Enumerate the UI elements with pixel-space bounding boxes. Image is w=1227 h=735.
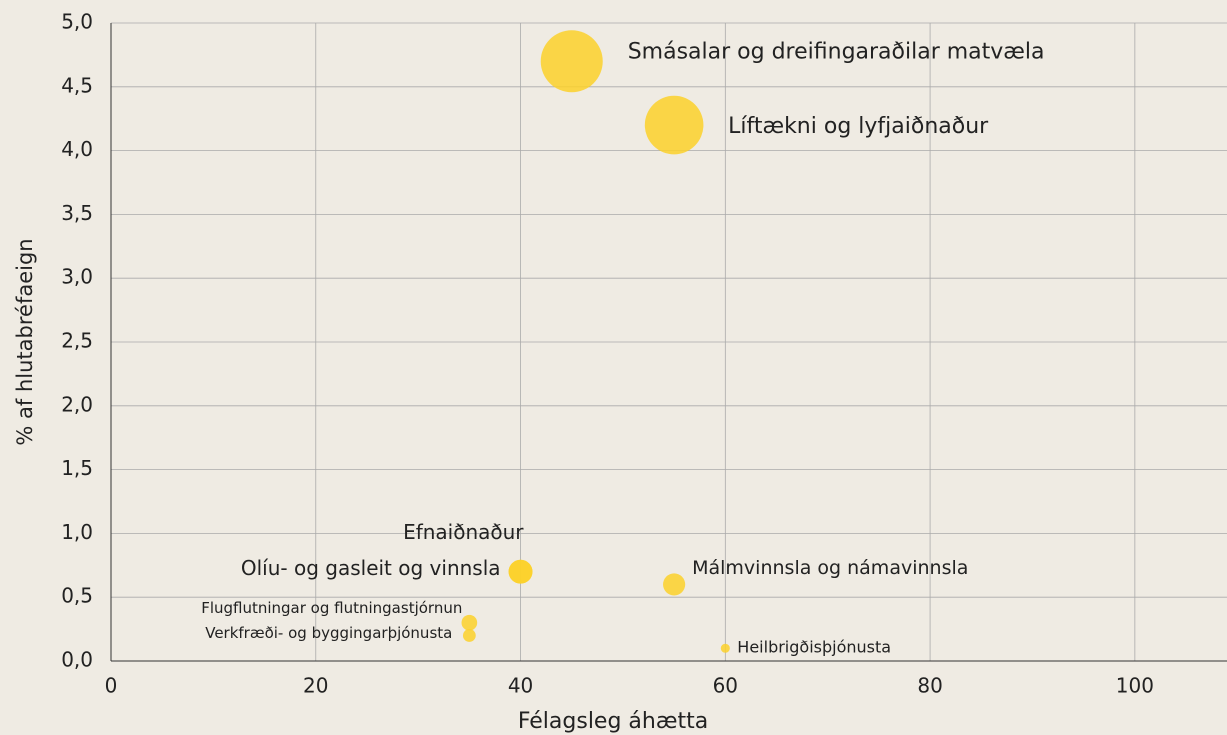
x-tick-label: 80	[917, 674, 942, 698]
x-tick-label: 100	[1116, 674, 1154, 698]
bubble-label: Líftækni og lyfjaiðnaður	[728, 114, 989, 139]
y-tick-label: 3,0	[61, 265, 93, 289]
bubble-label: Olíu- og gasleit og vinnsla	[241, 556, 501, 580]
bubble-label: Málmvinnsla og námavinnsla	[692, 557, 968, 579]
y-tick-label: 5,0	[61, 10, 93, 34]
y-axis-label: % af hlutabréfaeign	[13, 238, 37, 445]
y-tick-label: 4,0	[61, 137, 93, 161]
x-tick-label: 60	[713, 674, 738, 698]
bubble-label: Verkfræði- og byggingarþjónusta	[205, 624, 452, 642]
bubble	[644, 95, 704, 155]
y-tick-label: 4,5	[61, 73, 93, 97]
y-tick-label: 0,5	[61, 584, 93, 608]
x-tick-label: 20	[303, 674, 328, 698]
bubble-label: Heilbrigðisþjónusta	[737, 638, 891, 657]
bubble	[663, 573, 686, 596]
bubble-label: Efnaiðnaður	[403, 520, 524, 544]
bubble	[462, 629, 476, 642]
x-tick-label: 0	[105, 674, 118, 698]
y-tick-label: 0,0	[61, 648, 93, 672]
bubble	[540, 30, 603, 93]
y-tick-label: 1,0	[61, 520, 93, 544]
x-axis-label: Félagsleg áhætta	[518, 709, 708, 734]
y-tick-label: 1,5	[61, 456, 93, 480]
x-tick-label: 40	[508, 674, 533, 698]
bubble-label: Smásalar og dreifingaraðilar matvæla	[628, 39, 1045, 64]
bubble	[508, 559, 533, 584]
bubble	[461, 614, 478, 631]
y-tick-label: 2,5	[61, 329, 93, 353]
bubble	[720, 643, 730, 653]
y-tick-label: 3,5	[61, 201, 93, 225]
bubble-label: Flugflutningar og flutningastjórnun	[201, 599, 462, 617]
y-tick-label: 2,0	[61, 392, 93, 416]
